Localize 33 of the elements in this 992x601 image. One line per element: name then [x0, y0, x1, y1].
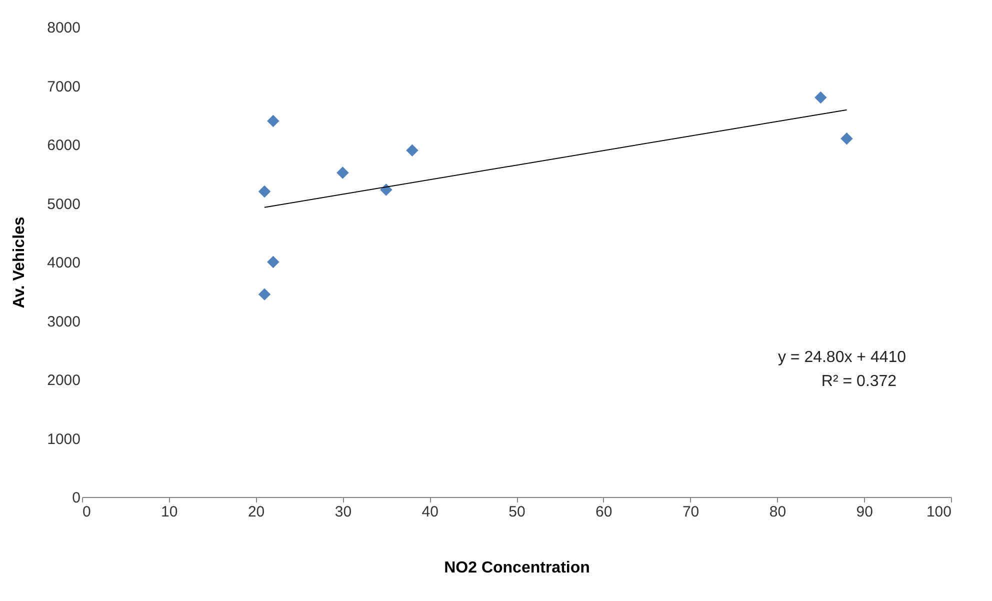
y-tick-label: 8000 [47, 20, 80, 36]
x-tick-label: 90 [856, 504, 873, 520]
x-tick-label: 70 [682, 504, 700, 520]
point [336, 166, 349, 179]
x-tick-label: 80 [769, 504, 786, 520]
y-tick-label: 7000 [47, 78, 80, 96]
x-tick-label: 50 [508, 504, 526, 520]
point [814, 91, 827, 104]
x-tick-label: 0 [82, 504, 91, 520]
x-axis-title: NO2 Concentration [444, 560, 590, 576]
y-tick-label: 0 [72, 490, 80, 506]
x-tick-label: 100 [926, 504, 952, 520]
y-tick-label: 1000 [47, 430, 80, 448]
point [267, 114, 280, 128]
annotation: R² = 0.372 [821, 373, 897, 390]
y-tick-label: 4000 [47, 254, 80, 272]
point [406, 144, 418, 156]
point [380, 184, 392, 196]
x-tick-label: 60 [596, 504, 612, 520]
y-tick-label: 5000 [47, 196, 80, 213]
x-tick-label: 40 [422, 504, 438, 520]
y-tick-label: 2000 [47, 372, 80, 389]
x-tick-label: 10 [161, 504, 178, 520]
point [267, 256, 280, 268]
point [258, 288, 271, 300]
y-tick-label: 6000 [47, 137, 80, 154]
point [258, 185, 271, 198]
x-tick-label: 20 [248, 504, 265, 520]
point [840, 132, 853, 145]
x-tick-label: 30 [334, 504, 352, 520]
y-tick-label: 3000 [47, 313, 80, 330]
annotation: y = 24.80x + 4410 [778, 349, 906, 366]
y-axis-title: Av. Vehicles [11, 216, 28, 308]
